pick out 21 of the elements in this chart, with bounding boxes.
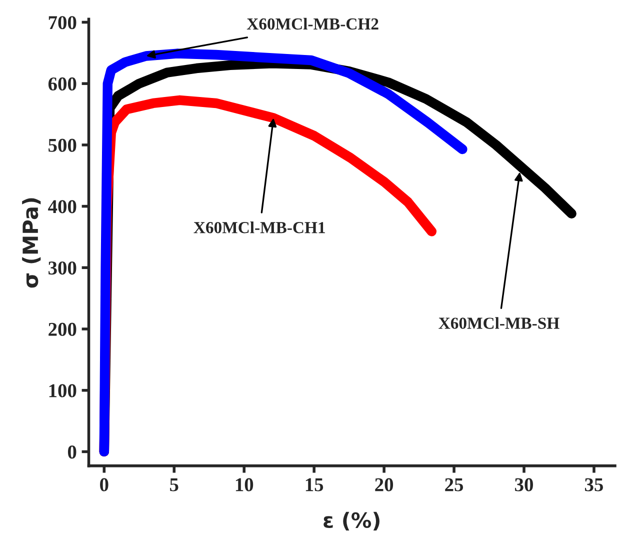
- x-tick-label: 10: [236, 478, 254, 492]
- x-tick-label: 25: [445, 478, 464, 492]
- x-tick-label: 0: [100, 478, 108, 492]
- x-tick-label: 35: [584, 478, 603, 492]
- y-tick-label: 700: [48, 16, 76, 30]
- x-tick-label: 5: [170, 478, 178, 492]
- x-tick-label: 15: [306, 478, 324, 492]
- y-tick-label: 400: [48, 200, 76, 214]
- annotation: X60MCl-MB-CH1: [194, 222, 325, 234]
- x-axis-title: ε (%): [324, 512, 380, 530]
- y-tick-label: 100: [49, 384, 76, 398]
- y-tick-label: 300: [48, 261, 76, 275]
- y-tick-label: 500: [48, 138, 76, 152]
- y-tick-label: 600: [48, 77, 76, 91]
- annotation: X60MCl-MB-SH: [438, 317, 560, 329]
- annotation: X60MCl-MB-CH2: [246, 18, 378, 30]
- x-tick-label: 30: [515, 478, 533, 492]
- y-tick-label: 200: [48, 322, 76, 336]
- x-tick-label: 20: [375, 478, 394, 492]
- y-tick-label: 0: [68, 446, 76, 459]
- y-axis-title: σ (MPa): [22, 198, 41, 288]
